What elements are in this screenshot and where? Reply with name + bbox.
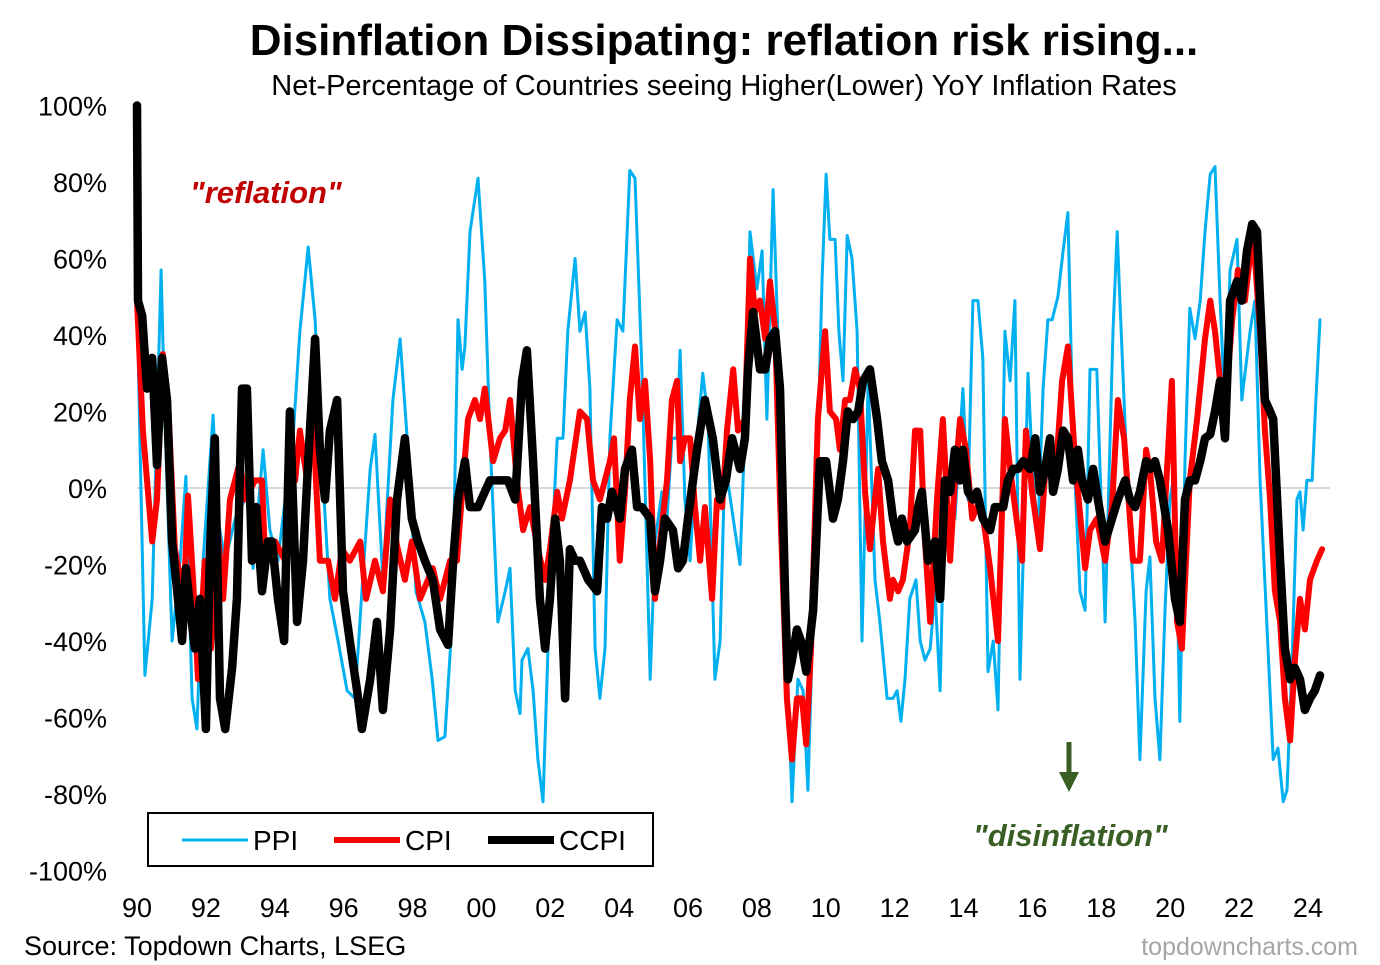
x-tick-label: 90 <box>122 893 152 923</box>
y-tick-label: -80% <box>44 780 107 810</box>
y-tick-label: 100% <box>38 92 107 122</box>
x-axis-tick-labels: 90 92 94 96 98 00 02 04 06 08 10 12 14 16 18 20 22 24 <box>122 893 1323 923</box>
x-tick-label: 18 <box>1086 893 1116 923</box>
legend-label-cpi: CPI <box>405 825 452 856</box>
x-tick-label: 92 <box>191 893 221 923</box>
series-lines <box>132 101 1326 804</box>
y-tick-label: -40% <box>44 627 107 657</box>
x-tick-label: 14 <box>949 893 979 923</box>
y-tick-label: -100% <box>29 857 107 887</box>
x-tick-label: 20 <box>1155 893 1185 923</box>
y-tick-label: 0% <box>68 474 107 504</box>
y-tick-label: 80% <box>53 168 107 198</box>
x-tick-label: 10 <box>811 893 841 923</box>
y-tick-label: 20% <box>53 398 107 428</box>
x-tick-label: 02 <box>535 893 565 923</box>
x-tick-label: 96 <box>329 893 359 923</box>
y-tick-label: -20% <box>44 551 107 581</box>
x-tick-label: 94 <box>260 893 290 923</box>
x-tick-label: 22 <box>1224 893 1254 923</box>
annotation-disinflation: "disinflation" <box>973 818 1169 853</box>
x-tick-label: 16 <box>1017 893 1047 923</box>
x-tick-label: 08 <box>742 893 772 923</box>
y-tick-label: 60% <box>53 245 107 275</box>
legend-label-ppi: PPI <box>253 825 298 856</box>
x-tick-label: 00 <box>466 893 496 923</box>
source-note: Source: Topdown Charts, LSEG <box>24 931 406 961</box>
y-tick-label: 40% <box>53 321 107 351</box>
watermark: topdowncharts.com <box>1141 933 1358 961</box>
down-arrow-icon <box>1059 742 1079 792</box>
series-line-ccpi <box>132 101 1325 734</box>
chart-title: Disinflation Dissipating: reflation risk… <box>250 16 1199 65</box>
x-tick-label: 04 <box>604 893 634 923</box>
x-tick-label: 06 <box>673 893 703 923</box>
annotation-reflation: "reflation" <box>190 175 343 210</box>
chart-subtitle: Net-Percentage of Countries seeing Highe… <box>271 70 1176 102</box>
x-tick-label: 24 <box>1293 893 1323 923</box>
legend-label-ccpi: CCPI <box>559 825 626 856</box>
legend: PPI CPI CCPI <box>147 812 654 867</box>
x-tick-label: 98 <box>397 893 427 923</box>
y-tick-label: -60% <box>44 704 107 734</box>
x-tick-label: 12 <box>880 893 910 923</box>
y-axis-tick-labels: 100% 80% 60% 40% 20% 0% -20% -40% -60% -80% -100% <box>29 92 107 887</box>
